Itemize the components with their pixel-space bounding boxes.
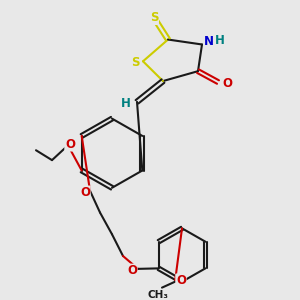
Text: H: H [215, 34, 225, 47]
Text: O: O [222, 76, 232, 89]
Text: O: O [65, 138, 75, 151]
Text: S: S [150, 11, 158, 24]
Text: H: H [121, 97, 131, 110]
Text: O: O [127, 264, 137, 277]
Text: S: S [131, 56, 139, 69]
Text: O: O [80, 186, 90, 199]
Text: CH₃: CH₃ [148, 290, 169, 300]
Text: N: N [204, 35, 214, 48]
Text: O: O [176, 274, 186, 287]
